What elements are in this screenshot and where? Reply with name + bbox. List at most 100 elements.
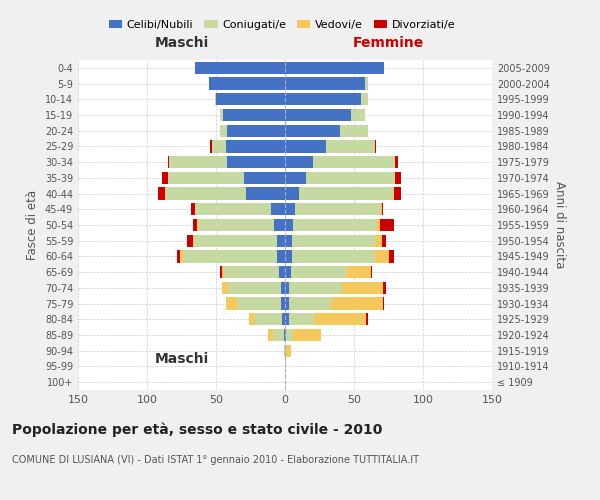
- Bar: [382, 203, 383, 215]
- Bar: [216, 93, 285, 106]
- Bar: [395, 172, 401, 184]
- Bar: [292, 250, 374, 262]
- Bar: [331, 298, 383, 310]
- Bar: [341, 282, 383, 294]
- Bar: [268, 329, 272, 341]
- Bar: [180, 250, 183, 262]
- Bar: [198, 219, 274, 231]
- Bar: [285, 344, 286, 357]
- Bar: [367, 313, 368, 326]
- Bar: [383, 298, 385, 310]
- Bar: [281, 282, 285, 294]
- Bar: [282, 313, 285, 326]
- Bar: [194, 234, 277, 247]
- Bar: [285, 266, 290, 278]
- Bar: [196, 203, 271, 215]
- Bar: [280, 266, 285, 278]
- Bar: [285, 172, 306, 184]
- Bar: [237, 298, 281, 310]
- Bar: [193, 219, 197, 231]
- Bar: [226, 140, 285, 152]
- Bar: [196, 62, 285, 74]
- Bar: [285, 93, 361, 106]
- Bar: [277, 234, 285, 247]
- Bar: [285, 109, 351, 121]
- Bar: [221, 282, 229, 294]
- Bar: [220, 109, 223, 121]
- Bar: [168, 172, 244, 184]
- Bar: [365, 78, 368, 90]
- Bar: [351, 109, 365, 121]
- Bar: [215, 93, 216, 106]
- Bar: [178, 250, 180, 262]
- Legend: Celibi/Nubili, Coniugati/e, Vedovi/e, Divorziati/e: Celibi/Nubili, Coniugati/e, Vedovi/e, Di…: [104, 16, 460, 34]
- Bar: [224, 266, 280, 278]
- Bar: [285, 219, 293, 231]
- Bar: [285, 62, 385, 74]
- Bar: [285, 156, 313, 168]
- Text: Popolazione per età, sesso e stato civile - 2010: Popolazione per età, sesso e stato civil…: [12, 422, 382, 437]
- Bar: [392, 188, 394, 200]
- Bar: [220, 266, 221, 278]
- Bar: [306, 172, 395, 184]
- Bar: [295, 203, 380, 215]
- Bar: [313, 156, 395, 168]
- Bar: [314, 313, 367, 326]
- Bar: [374, 234, 382, 247]
- Bar: [293, 219, 376, 231]
- Bar: [286, 329, 293, 341]
- Text: Maschi: Maschi: [154, 36, 209, 50]
- Bar: [285, 360, 286, 372]
- Bar: [223, 109, 285, 121]
- Bar: [165, 188, 166, 200]
- Y-axis label: Fasce di età: Fasce di età: [26, 190, 39, 260]
- Bar: [285, 140, 326, 152]
- Bar: [285, 313, 289, 326]
- Bar: [226, 298, 236, 310]
- Bar: [229, 282, 281, 294]
- Bar: [361, 93, 368, 106]
- Bar: [376, 219, 380, 231]
- Text: COMUNE DI LUSIANA (VI) - Dati ISTAT 1° gennaio 2010 - Elaborazione TUTTITALIA.IT: COMUNE DI LUSIANA (VI) - Dati ISTAT 1° g…: [12, 455, 419, 465]
- Bar: [389, 250, 394, 262]
- Bar: [209, 78, 285, 90]
- Bar: [277, 250, 285, 262]
- Bar: [284, 344, 285, 357]
- Bar: [169, 156, 227, 168]
- Bar: [285, 234, 292, 247]
- Bar: [220, 124, 227, 137]
- Bar: [299, 188, 392, 200]
- Bar: [340, 124, 368, 137]
- Bar: [168, 156, 169, 168]
- Text: Maschi: Maschi: [154, 352, 209, 366]
- Bar: [285, 282, 289, 294]
- Bar: [284, 329, 285, 341]
- Bar: [211, 140, 212, 152]
- Bar: [285, 298, 289, 310]
- Bar: [380, 203, 382, 215]
- Bar: [289, 313, 314, 326]
- Bar: [193, 234, 194, 247]
- Bar: [286, 344, 290, 357]
- Bar: [158, 188, 165, 200]
- Text: Femmine: Femmine: [353, 36, 424, 50]
- Bar: [212, 140, 226, 152]
- Bar: [247, 188, 285, 200]
- Y-axis label: Anni di nascita: Anni di nascita: [553, 182, 566, 268]
- Bar: [374, 140, 376, 152]
- Bar: [285, 250, 292, 262]
- Bar: [285, 203, 295, 215]
- Bar: [289, 298, 331, 310]
- Bar: [382, 234, 386, 247]
- Bar: [244, 172, 285, 184]
- Bar: [285, 329, 286, 341]
- Bar: [187, 234, 193, 247]
- Bar: [272, 329, 284, 341]
- Bar: [162, 172, 168, 184]
- Bar: [227, 156, 285, 168]
- Bar: [289, 282, 341, 294]
- Bar: [285, 188, 299, 200]
- Bar: [274, 219, 285, 231]
- Bar: [371, 266, 372, 278]
- Bar: [285, 124, 340, 137]
